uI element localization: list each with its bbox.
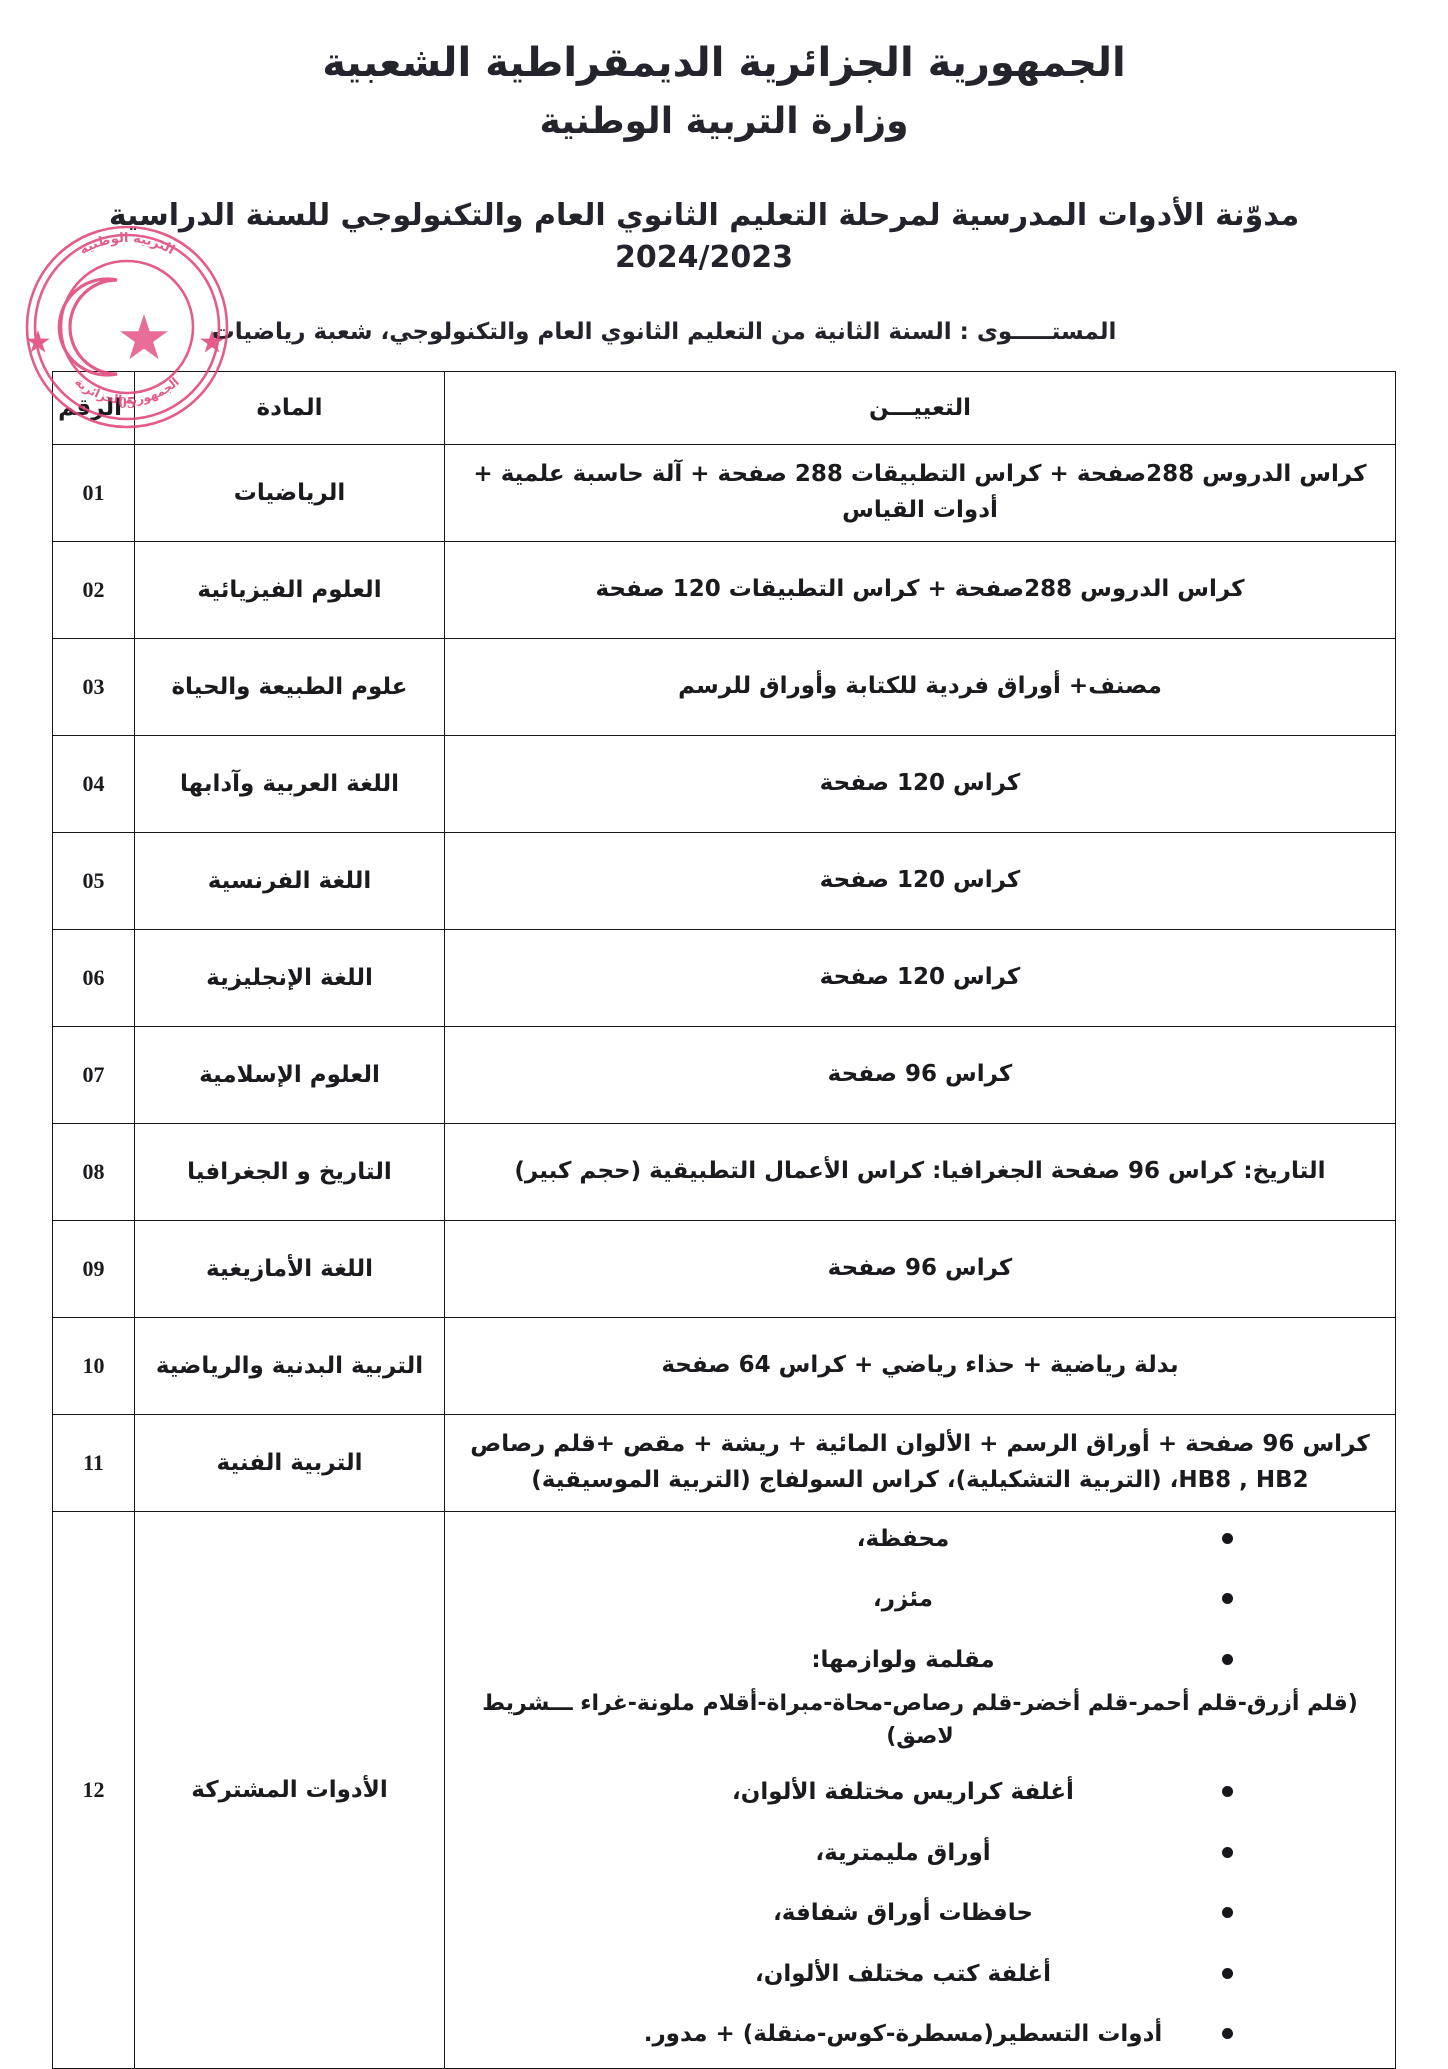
bullet-icon	[1222, 1786, 1233, 1798]
bullet-icon	[1222, 2028, 1233, 2040]
table-row-shared-tools: محفظة، مئزر، مقلمة ولوازمها: (قلم أزرق-ق…	[52, 1510, 1396, 2069]
column-header-subject: المادة	[134, 370, 445, 445]
cell-subject: اللغة الفرنسية	[134, 831, 445, 930]
list-item-label: مقلمة ولوازمها:	[811, 1646, 995, 1673]
cell-number: 01	[52, 443, 135, 542]
bullet-icon	[1222, 1907, 1233, 1919]
level-line: المستـــــوى : السنة الثانية من التعليم …	[211, 318, 1117, 345]
table-row: كراس 120 صفحة اللغة العربية وآدابها 04	[52, 734, 1396, 833]
table-row: كراس الدروس 288صفحة + كراس التطبيقات 288…	[52, 443, 1396, 542]
list-item: أغلفة كراريس مختلفة الألوان،	[457, 1775, 1383, 1810]
list-item-label: مئزر،	[873, 1586, 933, 1613]
table-row: بدلة رياضية + حذاء رياضي + كراس 64 صفحة …	[52, 1316, 1396, 1415]
cell-subject: علوم الطبيعة والحياة	[134, 637, 445, 736]
table-body: كراس الدروس 288صفحة + كراس التطبيقات 288…	[52, 443, 1396, 2069]
cell-subject: الرياضيات	[134, 443, 445, 542]
list-item-label: أغلفة كتب مختلف الألوان،	[755, 1960, 1051, 1987]
list-item: مئزر،	[457, 1582, 1383, 1617]
cell-designation: التاريخ: كراس 96 صفحة الجغرافيا: كراس ال…	[444, 1122, 1396, 1221]
cell-subject: التاريخ و الجغرافيا	[134, 1122, 445, 1221]
cell-subject: التربية الفنية	[134, 1413, 445, 1512]
bullet-icon	[1222, 1532, 1233, 1544]
cell-number: 11	[52, 1413, 135, 1512]
cell-subject: الأدوات المشتركة	[134, 1510, 445, 2069]
table-row: كراس 120 صفحة اللغة الإنجليزية 06	[52, 928, 1396, 1027]
table-row: كراس الدروس 288صفحة + كراس التطبيقات 120…	[52, 540, 1396, 639]
cell-number: 09	[52, 1219, 135, 1318]
list-item: مقلمة ولوازمها:	[457, 1643, 1383, 1678]
cell-subject: العلوم الفيزيائية	[134, 540, 445, 639]
table-row: التاريخ: كراس 96 صفحة الجغرافيا: كراس ال…	[52, 1122, 1396, 1221]
list-item: أغلفة كتب مختلف الألوان،	[457, 1957, 1383, 1992]
document-title: مدوّنة الأدوات المدرسية لمرحلة التعليم ا…	[108, 197, 1300, 275]
list-item: حافظات أوراق شفافة،	[457, 1896, 1383, 1931]
list-item-label: حافظات أوراق شفافة،	[773, 1900, 1033, 1927]
ministry-title: وزارة التربية الوطنية	[539, 101, 909, 142]
cell-designation: كراس 96 صفحة	[444, 1219, 1396, 1318]
cell-designation: كراس 120 صفحة	[444, 831, 1396, 930]
cell-number: 07	[52, 1025, 135, 1124]
cell-subject: العلوم الإسلامية	[134, 1025, 445, 1124]
bullet-icon	[1222, 1653, 1233, 1665]
cell-subject: التربية البدنية والرياضية	[134, 1316, 445, 1415]
school-supplies-table: التعييـــن المادة الرقم كراس الدروس 288ص…	[52, 370, 1396, 2069]
cell-designation: مصنف+ أوراق فردية للكتابة وأوراق للرسم	[444, 637, 1396, 736]
cell-number: 12	[52, 1510, 135, 2069]
cell-subject: اللغة الإنجليزية	[134, 928, 445, 1027]
cell-number: 06	[52, 928, 135, 1027]
cell-number: 08	[52, 1122, 135, 1221]
cell-designation: كراس 96 صفحة	[444, 1025, 1396, 1124]
shared-tools-list: محفظة، مئزر، مقلمة ولوازمها:	[457, 1522, 1383, 1678]
list-item: أدوات التسطير(مسطرة-كوس-منقلة) + مدور.	[457, 2017, 1383, 2052]
bullet-icon	[1222, 1593, 1233, 1605]
document-header: الجمهورية الجزائرية الديمقراطية الشعبية …	[52, 38, 1396, 147]
list-item-label: محفظة،	[856, 1525, 950, 1552]
cell-designation: كراس الدروس 288صفحة + كراس التطبيقات 120…	[444, 540, 1396, 639]
cell-number: 02	[52, 540, 135, 639]
table-row: كراس 120 صفحة اللغة الفرنسية 05	[52, 831, 1396, 930]
cell-subject: اللغة العربية وآدابها	[134, 734, 445, 833]
bullet-icon	[1222, 1967, 1233, 1979]
cell-designation: كراس الدروس 288صفحة + كراس التطبيقات 288…	[444, 443, 1396, 542]
table-row: كراس 96 صفحة العلوم الإسلامية 07	[52, 1025, 1396, 1124]
list-item: محفظة،	[457, 1522, 1383, 1557]
list-item-label: أدوات التسطير(مسطرة-كوس-منقلة) + مدور.	[643, 2021, 1163, 2048]
cell-number: 10	[52, 1316, 135, 1415]
cell-designation: كراس 96 صفحة + أوراق الرسم + الألوان الم…	[444, 1413, 1396, 1512]
cell-designation: بدلة رياضية + حذاء رياضي + كراس 64 صفحة	[444, 1316, 1396, 1415]
cell-designation: كراس 120 صفحة	[444, 734, 1396, 833]
pencil-case-contents-note: (قلم أزرق-قلم أحمر-قلم أخضر-قلم رصاص-محا…	[482, 1691, 1358, 1750]
cell-designation: كراس 120 صفحة	[444, 928, 1396, 1027]
table-row: مصنف+ أوراق فردية للكتابة وأوراق للرسم ع…	[52, 637, 1396, 736]
column-header-number: الرقم	[52, 370, 135, 445]
table-header-row: التعييـــن المادة الرقم	[52, 370, 1396, 445]
cell-number: 03	[52, 637, 135, 736]
list-item: أوراق مليمترية،	[457, 1836, 1383, 1871]
column-header-designation: التعييـــن	[444, 370, 1396, 445]
table-row: كراس 96 صفحة اللغة الأمازيغية 09	[52, 1219, 1396, 1318]
shared-tools-list-continued: أغلفة كراريس مختلفة الألوان، أوراق مليمت…	[457, 1775, 1383, 2052]
cell-subject: اللغة الأمازيغية	[134, 1219, 445, 1318]
cell-shared-tools-list: محفظة، مئزر، مقلمة ولوازمها: (قلم أزرق-ق…	[444, 1510, 1396, 2069]
cell-number: 05	[52, 831, 135, 930]
bullet-icon	[1222, 1846, 1233, 1858]
list-item-label: أوراق مليمترية،	[815, 1839, 991, 1866]
list-item-label: أغلفة كراريس مختلفة الألوان،	[732, 1779, 1074, 1806]
cell-number: 04	[52, 734, 135, 833]
republic-title: الجمهورية الجزائرية الديمقراطية الشعبية	[322, 40, 1126, 86]
table-row: كراس 96 صفحة + أوراق الرسم + الألوان الم…	[52, 1413, 1396, 1512]
